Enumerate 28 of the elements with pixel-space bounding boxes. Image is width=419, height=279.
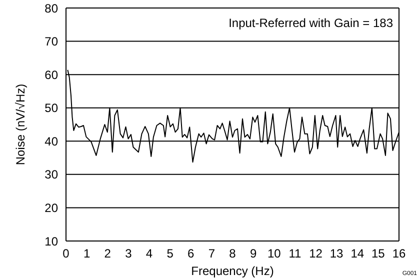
y-tick-label: 10 xyxy=(44,234,58,248)
x-tick-label: 16 xyxy=(392,246,406,261)
x-tick-label: 4 xyxy=(146,246,153,261)
x-tick-label: 11 xyxy=(288,246,302,261)
x-tick-label: 9 xyxy=(250,246,257,261)
x-tick-label: 7 xyxy=(208,246,216,261)
y-tick-label: 30 xyxy=(44,168,58,182)
x-tick-label: 14 xyxy=(350,246,364,261)
y-tick-label: 80 xyxy=(44,1,58,16)
y-axis-title: Noise (nV/√Hz) xyxy=(13,84,28,166)
y-tick-label: 60 xyxy=(44,68,58,82)
x-tick-label: 6 xyxy=(188,246,195,261)
x-tick-label: 3 xyxy=(125,246,132,261)
x-tick-label: 0 xyxy=(62,246,70,261)
x-tick-label: 15 xyxy=(372,246,386,261)
annotation: Input-Referred with Gain = 183 xyxy=(228,16,393,30)
x-axis-title: Frequency (Hz) xyxy=(191,264,274,278)
x-tick-label: 13 xyxy=(330,246,344,261)
y-tick-label: 40 xyxy=(44,134,58,148)
x-tick-label: 1 xyxy=(83,246,90,261)
x-tick-label: 2 xyxy=(104,246,112,261)
x-tick-label: 12 xyxy=(309,246,323,261)
y-tick-label: 20 xyxy=(44,200,58,215)
y-tick-label: 50 xyxy=(44,101,58,116)
y-tick-label: 70 xyxy=(44,34,58,49)
x-tick-label: 10 xyxy=(267,246,282,261)
x-tick-label: 5 xyxy=(166,246,174,261)
x-tick-label: 8 xyxy=(229,246,236,261)
